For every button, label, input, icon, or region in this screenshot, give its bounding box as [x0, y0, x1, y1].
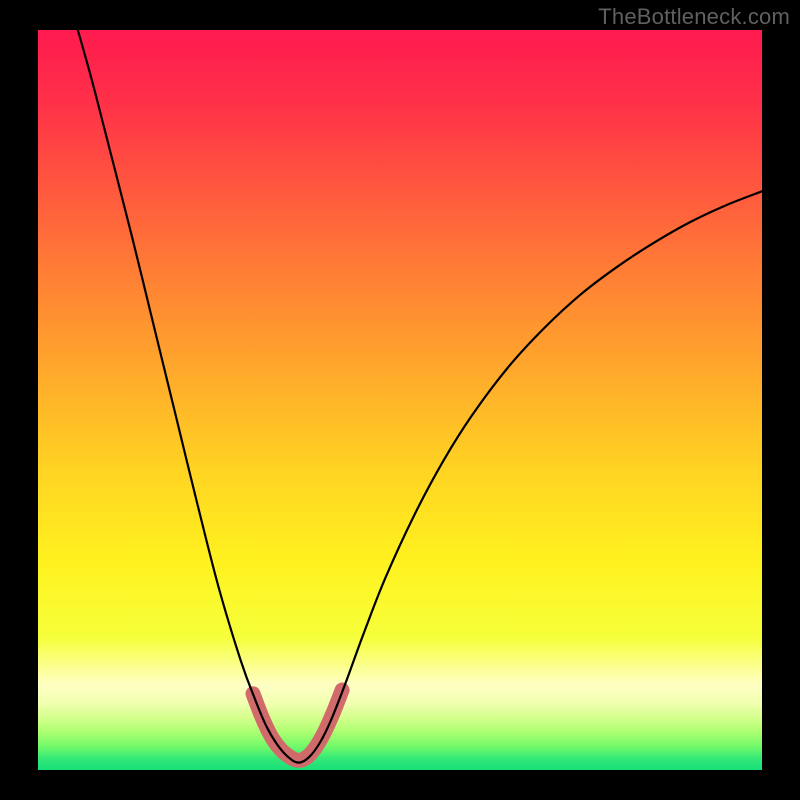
- bottleneck-curve-chart: [0, 0, 800, 800]
- watermark-label: TheBottleneck.com: [598, 4, 790, 30]
- plot-area: [38, 30, 762, 770]
- chart-container: TheBottleneck.com: [0, 0, 800, 800]
